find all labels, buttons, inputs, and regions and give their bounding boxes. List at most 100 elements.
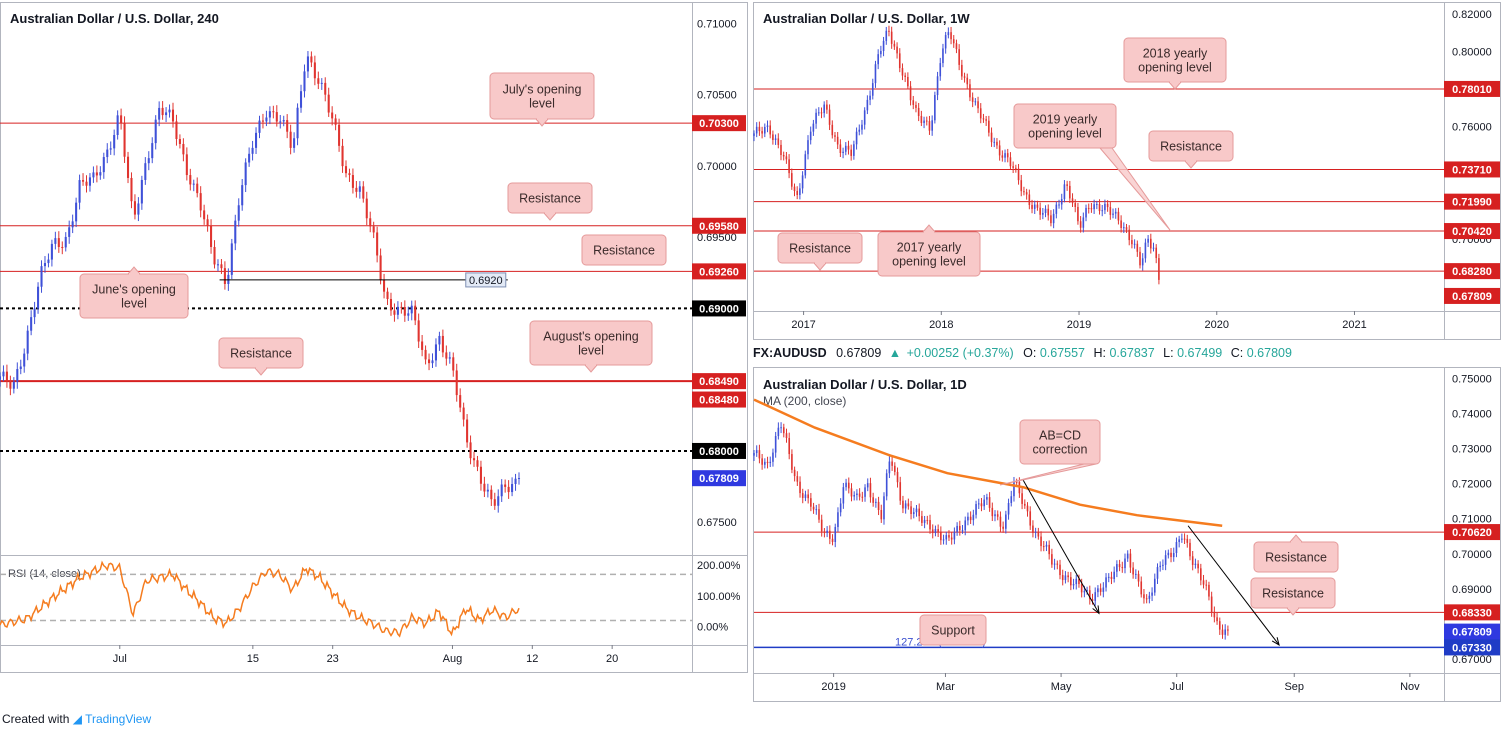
daily-level-tag <box>1444 623 1500 640</box>
daily-candle-body <box>904 503 907 509</box>
daily-candle-body <box>842 487 845 504</box>
daily-candle-body <box>1124 558 1126 569</box>
h4-candle-body <box>203 210 206 220</box>
weekly-candle-body <box>977 101 979 109</box>
daily-candle-body <box>764 461 766 465</box>
weekly-candle-body <box>1036 204 1039 208</box>
daily-candle-body <box>880 510 883 520</box>
weekly-panel-frame <box>753 2 1501 340</box>
weekly-candle-body <box>1144 242 1147 259</box>
daily-candle-body <box>961 530 964 532</box>
daily-panel-frame <box>753 367 1501 702</box>
footer-brand[interactable]: TradingView <box>85 712 152 726</box>
daily-candle-body <box>1040 536 1042 547</box>
h4-candle-body <box>417 320 420 342</box>
ma-label: MA (200, close) <box>763 394 846 408</box>
h4-candle-body <box>255 132 258 148</box>
h4-candle-body <box>106 149 109 158</box>
daily-candle-body <box>1197 563 1199 569</box>
daily-candle-body <box>780 427 782 429</box>
h4-candle-body <box>199 193 202 211</box>
h4-candle-body <box>88 177 91 186</box>
h4-candle-body <box>64 236 67 248</box>
arrow-head-icon <box>1092 605 1100 615</box>
h4-candle-body <box>517 478 521 480</box>
open-label: O: <box>1023 346 1036 360</box>
h4-level-tag <box>692 391 746 408</box>
weekly-candle-body <box>1139 251 1141 266</box>
weekly-y-tick: 0.76000 <box>1452 122 1492 134</box>
daily-candle-body <box>1178 539 1180 543</box>
callout-pointer <box>999 463 1097 486</box>
h4-candle-body <box>341 145 344 167</box>
daily-candle-body <box>782 427 785 434</box>
daily-candle-body <box>1118 564 1121 568</box>
weekly-candle-body <box>893 43 896 47</box>
daily-candle-body <box>864 487 866 497</box>
h4-candle-body <box>396 306 399 315</box>
h4-level-label: 0.69580 <box>699 221 739 233</box>
weekly-y-tick: 0.82000 <box>1452 9 1492 21</box>
h4-y-tick: 0.70500 <box>697 90 737 102</box>
weekly-candle-body <box>963 76 966 78</box>
h4-candle-body <box>441 335 444 353</box>
weekly-candle-body <box>982 118 985 120</box>
callout-text: level <box>529 97 555 111</box>
h4-level-label: 0.69260 <box>699 266 739 278</box>
h4-candle-body <box>479 466 482 484</box>
h4-chart[interactable]: 0.71000 0.70500 0.70000 0.69500 0.67500 0.703… <box>0 18 746 665</box>
daily-candle-body <box>850 488 853 497</box>
daily-candle-body <box>1208 584 1210 597</box>
h4-candle-body <box>261 120 264 122</box>
h4-candle-body <box>303 71 306 92</box>
weekly-candle-body <box>1012 166 1014 168</box>
daily-x-tick: Sep <box>1284 681 1304 693</box>
weekly-candle-body <box>1096 204 1098 206</box>
h4-candle-body <box>372 226 375 233</box>
daily-candle-body <box>772 452 774 462</box>
daily-x-tick: May <box>1051 681 1072 693</box>
symbol-change: +0.00252 (+0.37%) <box>907 346 1014 360</box>
h4-level-tag <box>692 442 746 459</box>
weekly-chart[interactable]: 0.820000.800000.760000.700000.780100.737… <box>753 9 1500 331</box>
h4-candle-body <box>251 147 254 154</box>
weekly-candle-body <box>836 136 839 145</box>
weekly-candle-body <box>885 30 888 41</box>
weekly-candle-body <box>877 54 879 65</box>
h4-candle-body <box>0 376 2 380</box>
h4-candle-body <box>40 266 43 287</box>
daily-candle-body <box>826 530 828 533</box>
h4-candle-body <box>275 112 278 122</box>
weekly-candle-body <box>923 120 925 124</box>
daily-candle-body <box>940 531 942 541</box>
h4-candle-body <box>154 119 157 144</box>
rsi-chart[interactable]: 200.00% 100.00% 0.00% <box>0 560 741 638</box>
h4-level-label: 0.68000 <box>699 446 739 458</box>
h4-candle-body <box>216 264 220 266</box>
weekly-candle-body <box>826 104 828 110</box>
h4-candle-body <box>109 148 112 150</box>
daily-chart[interactable]: 0.75000 0.74000 0.73000 0.72000 0.71000 0.700… <box>753 374 1500 693</box>
weekly-x-tick: 2018 <box>929 319 953 331</box>
h4-x-tick: 15 <box>247 653 259 665</box>
h4-candle-body <box>469 442 472 459</box>
weekly-candle-body <box>777 138 780 145</box>
daily-candle-body <box>1013 481 1015 497</box>
callout-bg <box>581 234 667 266</box>
daily-candle-body <box>1129 553 1132 568</box>
rsi-y-tick: 0.00% <box>697 622 728 634</box>
weekly-candle-body <box>1079 221 1082 228</box>
h4-candle-body <box>424 349 427 360</box>
h4-candle-body <box>137 203 140 215</box>
weekly-candle-body <box>1009 157 1012 167</box>
h4-candle-body <box>379 255 382 281</box>
weekly-level-tag <box>1444 287 1500 304</box>
h4-candle-body <box>299 91 303 108</box>
h4-candle-body <box>147 158 150 164</box>
callout-text: Resistance <box>1265 551 1327 565</box>
weekly-candle-body <box>909 86 912 101</box>
daily-x-tick: Mar <box>936 681 955 693</box>
daily-candle-body <box>839 503 842 513</box>
